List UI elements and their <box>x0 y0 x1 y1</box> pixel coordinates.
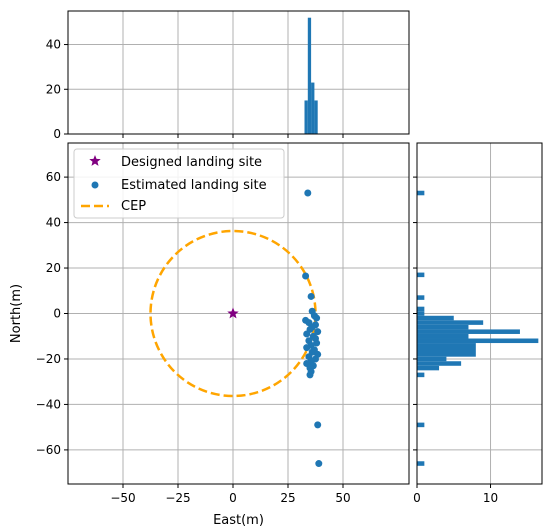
scatter-point <box>303 344 311 352</box>
scatter-point <box>315 460 323 468</box>
right-histogram-bar <box>417 306 425 312</box>
x-tick-label: 50 <box>335 491 350 505</box>
right-histogram-bar <box>417 333 469 339</box>
x-tick-label: 0 <box>229 491 237 505</box>
right-histogram-bar <box>417 356 447 362</box>
y-tick-label: 20 <box>46 261 61 275</box>
right-histogram-frame <box>416 142 543 485</box>
scatter-point <box>303 330 311 338</box>
right-histogram-bar <box>417 190 425 196</box>
right-histogram-bar <box>417 338 539 344</box>
x-tick-label: −50 <box>110 491 135 505</box>
right-histogram-bars <box>417 190 539 466</box>
top-y-tick-label: 40 <box>46 38 61 52</box>
y-tick-label: 0 <box>53 307 61 321</box>
x-tick-label: −25 <box>165 491 190 505</box>
legend-box <box>73 148 285 219</box>
right-histogram-grid <box>413 143 542 484</box>
scatter-point <box>314 328 322 336</box>
y-axis-label: North(m) <box>9 284 24 343</box>
legend-dot-icon <box>91 181 99 189</box>
y-tick-label: −40 <box>36 397 61 411</box>
scatter-point <box>313 314 321 322</box>
legend-star-icon <box>89 155 101 166</box>
right-x-tick-label: 10 <box>483 491 498 505</box>
x-tick-label: 25 <box>280 491 295 505</box>
x-axis-label: East(m) <box>213 513 264 528</box>
top-histogram-frame <box>67 10 410 135</box>
right-histogram-bar <box>417 461 425 466</box>
scatter-point <box>313 339 321 347</box>
top-y-tick-label: 0 <box>53 127 61 141</box>
main-y-ticks: −60 −40 −20 0 20 40 60 <box>36 170 68 457</box>
right-x-tick-label: 0 <box>413 491 421 505</box>
scatter-point <box>306 371 314 379</box>
top-histogram-bar <box>304 100 308 134</box>
y-tick-label: 40 <box>46 216 61 230</box>
y-tick-label: −20 <box>36 352 61 366</box>
top-histogram-grid <box>68 11 409 138</box>
y-tick-label: −60 <box>36 443 61 457</box>
legend-label-designed: Designed landing site <box>121 155 262 170</box>
right-histogram-panel: 0 10 <box>413 142 543 505</box>
right-histogram-bar <box>417 361 462 366</box>
top-histogram-panel: 0 20 40 <box>46 10 410 141</box>
scatter-point <box>302 272 310 280</box>
right-histogram-bar <box>417 324 469 330</box>
top-histogram-bar <box>311 82 315 134</box>
estimated-landing-points <box>302 189 323 468</box>
scatter-point <box>304 189 312 197</box>
right-histogram-bar <box>417 422 425 428</box>
top-histogram-bars <box>304 17 318 134</box>
scatter-point <box>314 421 322 429</box>
right-histogram-bar <box>417 329 520 334</box>
top-histogram-bar <box>307 17 312 134</box>
right-histogram-bar <box>417 372 425 378</box>
top-histogram-y-ticks: 0 20 40 <box>46 38 68 141</box>
right-histogram-bar <box>417 343 476 357</box>
right-histogram-bar <box>417 272 425 278</box>
main-x-ticks: −50 −25 0 25 50 <box>110 484 351 505</box>
right-histogram-bar <box>417 365 440 371</box>
top-histogram-bar <box>314 100 318 134</box>
right-histogram-bar <box>417 295 425 300</box>
legend: Designed landing site Estimated landing … <box>73 148 285 219</box>
right-histogram-bar <box>417 320 484 325</box>
right-histogram-x-ticks: 0 10 <box>413 484 498 505</box>
designed-landing-site-star <box>227 307 239 319</box>
y-tick-label: 60 <box>46 170 61 184</box>
right-histogram-bar <box>417 315 454 321</box>
main-panel: −50 −25 0 25 50 −60 −40 −20 0 20 40 60 East(m) Nor… <box>9 142 410 528</box>
top-y-tick-label: 20 <box>46 82 61 96</box>
scatter-point <box>307 292 315 300</box>
legend-label-cep: CEP <box>121 199 146 214</box>
right-histogram-bar <box>417 311 425 316</box>
legend-label-estimated: Estimated landing site <box>121 178 267 193</box>
